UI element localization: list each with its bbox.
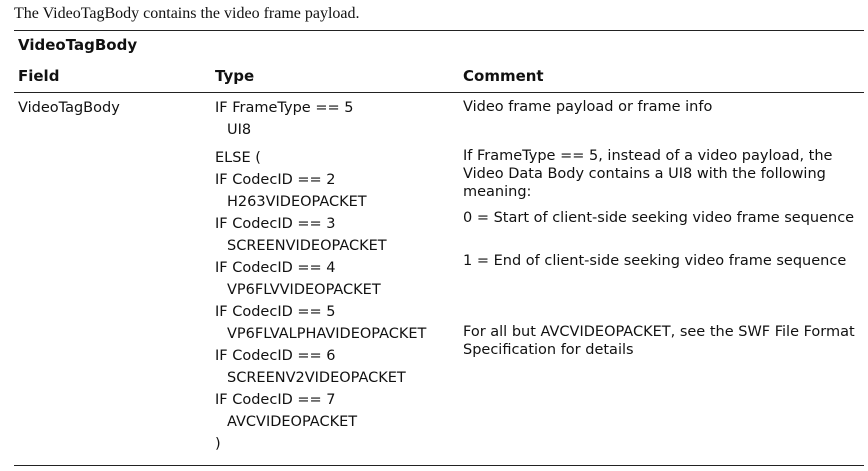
- comment-paragraph: If FrameType == 5, instead of a video pa…: [463, 148, 833, 200]
- intro-text: The VideoTagBody contains the video fram…: [14, 5, 360, 22]
- table-top-rule: [14, 30, 864, 31]
- comment-paragraph: Video frame payload or frame info: [463, 99, 713, 115]
- type-line: IF CodecID == 5: [215, 304, 336, 320]
- type-line: SCREENV2VIDEOPACKET: [227, 370, 406, 386]
- type-line: SCREENVIDEOPACKET: [227, 238, 387, 254]
- type-line: IF CodecID == 3: [215, 216, 336, 232]
- field-name-cell: VideoTagBody: [18, 100, 120, 116]
- comment-paragraph: 1 = End of client-side seeking video fra…: [463, 253, 847, 269]
- table-bottom-rule: [14, 465, 864, 466]
- table-title: VideoTagBody: [18, 36, 138, 54]
- type-line: UI8: [227, 122, 252, 138]
- type-line: ELSE (: [215, 150, 261, 166]
- header-type: Type: [215, 67, 255, 85]
- type-line: IF FrameType == 5: [215, 100, 354, 116]
- type-line: VP6FLVVIDEOPACKET: [227, 282, 381, 298]
- type-line: IF CodecID == 7: [215, 392, 336, 408]
- type-line: IF CodecID == 6: [215, 348, 336, 364]
- comment-paragraph: 0 = Start of client-side seeking video f…: [463, 210, 855, 226]
- type-cell: IF FrameType == 5 UI8 ELSE ( IF CodecID …: [215, 98, 426, 456]
- type-line: IF CodecID == 2: [215, 172, 336, 188]
- type-line: IF CodecID == 4: [215, 260, 336, 276]
- type-line: AVCVIDEOPACKET: [227, 414, 358, 430]
- header-comment: Comment: [463, 67, 544, 85]
- header-field: Field: [18, 67, 60, 85]
- type-line: VP6FLVALPHAVIDEOPACKET: [227, 326, 427, 342]
- comment-paragraph: For all but AVCVIDEOPACKET, see the SWF …: [463, 324, 855, 358]
- type-line: H263VIDEOPACKET: [227, 194, 367, 210]
- header-rule: [14, 92, 864, 93]
- type-line: ): [215, 436, 221, 452]
